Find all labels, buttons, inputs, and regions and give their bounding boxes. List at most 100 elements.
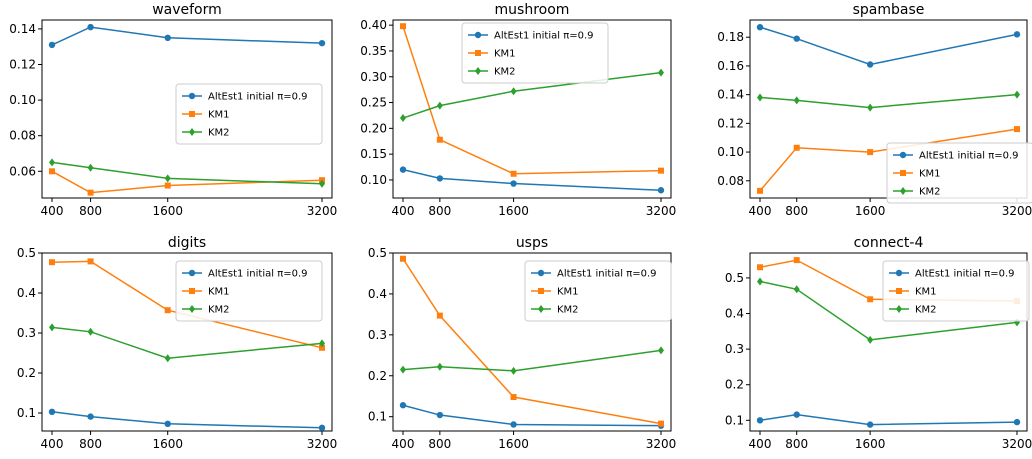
- legend-label: KM2: [915, 305, 937, 316]
- series-circle: [399, 402, 665, 429]
- data-point: [757, 187, 763, 194]
- y-tick-label: 0.2: [725, 378, 744, 392]
- data-point: [164, 354, 171, 363]
- y-tick-label: 0.4: [368, 287, 387, 301]
- series-square: [49, 258, 325, 351]
- data-point: [867, 103, 874, 112]
- subplot-3: spambase 400 800 1600 3200 0.08 0.10 0.12 0.14 0.…: [717, 2, 1032, 218]
- x-tick-label: 800: [428, 437, 451, 451]
- data-point: [399, 166, 407, 173]
- data-point: [87, 23, 94, 31]
- series-diamond: [757, 90, 1020, 112]
- data-point: [48, 41, 56, 49]
- series-line: [402, 258, 662, 425]
- chart-title: digits: [168, 235, 206, 251]
- legend-marker: [900, 170, 906, 176]
- x-tick-label: 400: [749, 204, 772, 218]
- series-square: [400, 23, 664, 177]
- data-point: [658, 346, 664, 355]
- y-tick-label: 0.4: [17, 286, 36, 300]
- series-line: [51, 170, 323, 194]
- series-circle: [48, 23, 326, 49]
- data-point: [1014, 90, 1020, 99]
- data-point: [164, 174, 171, 183]
- data-point: [793, 144, 800, 151]
- x-tick-label: 400: [41, 204, 64, 218]
- data-point: [510, 180, 517, 187]
- x-tick-label: 1600: [498, 437, 529, 451]
- y-tick-label: 0.1: [17, 406, 36, 420]
- data-point: [867, 296, 874, 303]
- axes-frame: [392, 252, 672, 432]
- data-point: [87, 163, 94, 172]
- series-line: [402, 349, 662, 372]
- data-point: [164, 182, 171, 189]
- x-tick-label: 1600: [855, 437, 886, 451]
- series-square: [400, 255, 664, 427]
- data-point: [793, 411, 800, 418]
- data-point: [867, 335, 874, 344]
- data-point: [510, 87, 517, 96]
- series-circle: [756, 411, 1021, 428]
- legend-marker: [895, 269, 903, 277]
- series-line: [51, 326, 323, 359]
- series-circle: [399, 166, 665, 194]
- data-point: [436, 312, 443, 319]
- data-point: [1014, 126, 1020, 133]
- legend-box: [175, 83, 323, 145]
- y-tick-label: 0.40: [360, 18, 387, 32]
- legend-marker: [189, 128, 195, 136]
- subplot-1: waveform 400 800 1600 3200 0.06 0.08 0.10 0.12 0.…: [9, 2, 337, 218]
- legend-label: KM2: [494, 67, 516, 78]
- x-tick-label: 1600: [152, 204, 183, 218]
- series-line: [402, 404, 662, 427]
- data-point: [793, 96, 800, 105]
- data-point: [164, 34, 171, 41]
- x-tick-label: 800: [785, 204, 808, 218]
- legend-label: KM2: [919, 187, 941, 198]
- series-line: [759, 128, 1018, 192]
- legend-box: [175, 260, 323, 322]
- data-point: [657, 187, 665, 194]
- x-tick-label: 400: [392, 437, 415, 451]
- series-line: [759, 280, 1018, 341]
- x-tick-label: 3200: [1002, 437, 1032, 451]
- data-point: [756, 417, 764, 424]
- data-point: [658, 68, 664, 77]
- axes-frame: [392, 19, 672, 199]
- data-point: [510, 366, 517, 375]
- legend-label: AltEst1 initial π=0.9: [915, 269, 1015, 280]
- legend: AltEst1 initial π=0.9 KM1 KM2: [175, 83, 323, 145]
- series-line: [759, 93, 1018, 109]
- data-point: [436, 362, 443, 371]
- y-tick-label: 0.3: [725, 342, 744, 356]
- data-point: [658, 420, 664, 427]
- legend-label: AltEst1 initial π=0.9: [919, 151, 1019, 162]
- x-tick-label: 400: [41, 437, 64, 451]
- y-tick-label: 0.14: [717, 88, 744, 102]
- data-point: [49, 158, 55, 167]
- legend-box: [882, 260, 1030, 322]
- legend-marker: [900, 187, 906, 195]
- legend-label: KM1: [919, 169, 941, 180]
- data-point: [48, 408, 56, 415]
- data-point: [658, 167, 664, 174]
- legend-marker: [475, 67, 481, 75]
- y-tick-label: 0.20: [360, 121, 387, 135]
- data-point: [756, 23, 764, 31]
- data-point: [87, 413, 94, 420]
- y-tick-label: 0.06: [9, 164, 36, 178]
- y-tick-label: 0.5: [17, 246, 36, 260]
- legend-label: KM1: [915, 287, 937, 298]
- legend: AltEst1 initial π=0.9 KM1 KM2: [886, 142, 1032, 204]
- y-tick-label: 0.4: [725, 307, 744, 321]
- legend-marker: [189, 111, 195, 117]
- data-point: [400, 114, 406, 123]
- legend-label: AltEst1 initial π=0.9: [208, 269, 308, 280]
- x-tick-label: 400: [749, 437, 772, 451]
- x-tick-label: 3200: [646, 204, 677, 218]
- y-tick-label: 0.14: [9, 22, 36, 36]
- chart-title: usps: [516, 235, 548, 251]
- x-tick-label: 800: [428, 204, 451, 218]
